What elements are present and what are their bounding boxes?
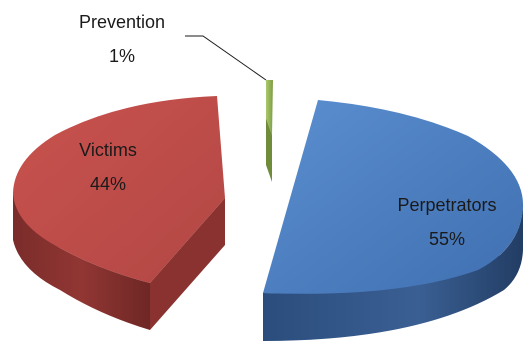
slice-perpetrators-side: [263, 205, 523, 341]
label-prevention-value: 1%: [109, 46, 135, 66]
slice-victims-top: [13, 96, 225, 283]
slice-prevention: [266, 80, 273, 182]
prevention-leader-line: [185, 35, 267, 81]
slice-perpetrators: [263, 100, 524, 341]
slice-victims-wall: [150, 198, 225, 330]
label-prevention-name: Prevention: [79, 12, 165, 32]
slice-prevention-top: [266, 80, 273, 135]
label-victims-name: Victims: [79, 140, 137, 160]
slice-victims-side: [13, 193, 150, 330]
label-victims-value: 44%: [90, 174, 126, 194]
slice-victims: [13, 96, 225, 330]
slice-perpetrators-top: [263, 100, 524, 294]
label-perpetrators-value: 55%: [429, 229, 465, 249]
label-perpetrators-name: Perpetrators: [397, 195, 496, 215]
slice-prevention-side: [266, 118, 272, 182]
